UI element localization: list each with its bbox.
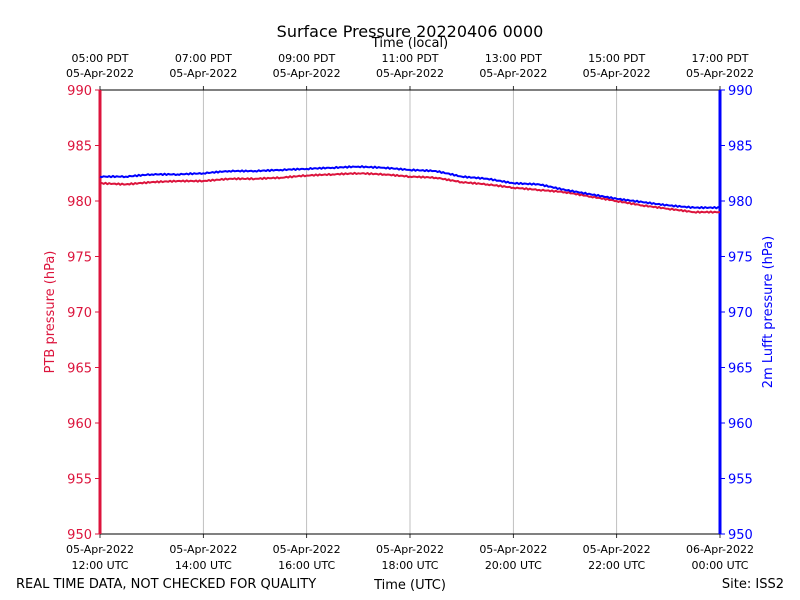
bottom-tick-date: 05-Apr-2022 — [376, 543, 444, 556]
top-axis-label: Time (local) — [371, 36, 448, 51]
right-tick-label: 965 — [728, 362, 753, 377]
top-tick-time: 17:00 PDT — [691, 52, 748, 65]
grid-lines — [202, 90, 618, 534]
right-tick-label: 960 — [728, 417, 753, 432]
top-tick-time: 05:00 PDT — [71, 52, 128, 65]
top-tick-time: 09:00 PDT — [278, 52, 335, 65]
top-tick-date: 05-Apr-2022 — [273, 67, 341, 80]
right-tick-label: 955 — [728, 473, 753, 488]
bottom-tick-time: 22:00 UTC — [588, 559, 645, 572]
top-tick-time: 07:00 PDT — [175, 52, 232, 65]
top-tick-date: 05-Apr-2022 — [686, 67, 754, 80]
bottom-tick-date: 05-Apr-2022 — [583, 543, 651, 556]
left-tick-label: 990 — [67, 84, 92, 99]
left-tick-label: 960 — [67, 417, 92, 432]
axis-ticks: 05-Apr-2022 12:00 UTC 05-Apr-2022 14:00 UTC… — [66, 52, 754, 572]
top-tick-date: 05-Apr-2022 — [583, 67, 651, 80]
bottom-tick-time: 14:00 UTC — [175, 559, 232, 572]
left-tick-label: 980 — [67, 195, 92, 210]
bottom-tick-date: 05-Apr-2022 — [273, 543, 341, 556]
bottom-tick-date: 05-Apr-2022 — [169, 543, 237, 556]
quality-disclaimer: REAL TIME DATA, NOT CHECKED FOR QUALITY — [16, 577, 316, 592]
right-tick-label: 980 — [728, 195, 753, 210]
left-tick-label: 955 — [67, 473, 92, 488]
top-tick-time: 13:00 PDT — [485, 52, 542, 65]
top-tick-date: 05-Apr-2022 — [479, 67, 547, 80]
bottom-tick-time: 16:00 UTC — [278, 559, 335, 572]
right-tick-label: 950 — [728, 528, 753, 543]
top-tick-date: 05-Apr-2022 — [66, 67, 134, 80]
top-tick-time: 11:00 PDT — [381, 52, 438, 65]
ptb-pressure-line — [99, 171, 721, 214]
left-tick-label: 970 — [67, 306, 92, 321]
right-axis-label: 2m Lufft pressure (hPa) — [761, 236, 776, 388]
bottom-axis-label: Time (UTC) — [373, 578, 446, 593]
lufft-pressure-line — [99, 165, 721, 210]
bottom-tick-time: 18:00 UTC — [381, 559, 438, 572]
bottom-tick-date: 05-Apr-2022 — [66, 543, 134, 556]
site-label: Site: ISS2 — [722, 577, 784, 592]
top-tick-date: 05-Apr-2022 — [169, 67, 237, 80]
top-tick-time: 15:00 PDT — [588, 52, 645, 65]
bottom-tick-time: 12:00 UTC — [71, 559, 128, 572]
left-tick-label: 965 — [67, 362, 92, 377]
right-tick-label: 975 — [728, 251, 753, 266]
bottom-tick-time: 20:00 UTC — [485, 559, 542, 572]
chart-title: Surface Pressure 20220406 0000 — [277, 22, 544, 41]
series-lines — [99, 165, 721, 214]
right-tick-label: 990 — [728, 84, 753, 99]
bottom-tick-time: 00:00 UTC — [691, 559, 748, 572]
left-tick-label: 975 — [67, 251, 92, 266]
left-tick-label: 985 — [67, 140, 92, 155]
bottom-tick-date: 05-Apr-2022 — [479, 543, 547, 556]
bottom-tick-date: 06-Apr-2022 — [686, 543, 754, 556]
top-tick-date: 05-Apr-2022 — [376, 67, 444, 80]
left-axis-label: PTB pressure (hPa) — [43, 251, 58, 374]
left-tick-label: 950 — [67, 528, 92, 543]
right-tick-label: 985 — [728, 140, 753, 155]
right-tick-label: 970 — [728, 306, 753, 321]
